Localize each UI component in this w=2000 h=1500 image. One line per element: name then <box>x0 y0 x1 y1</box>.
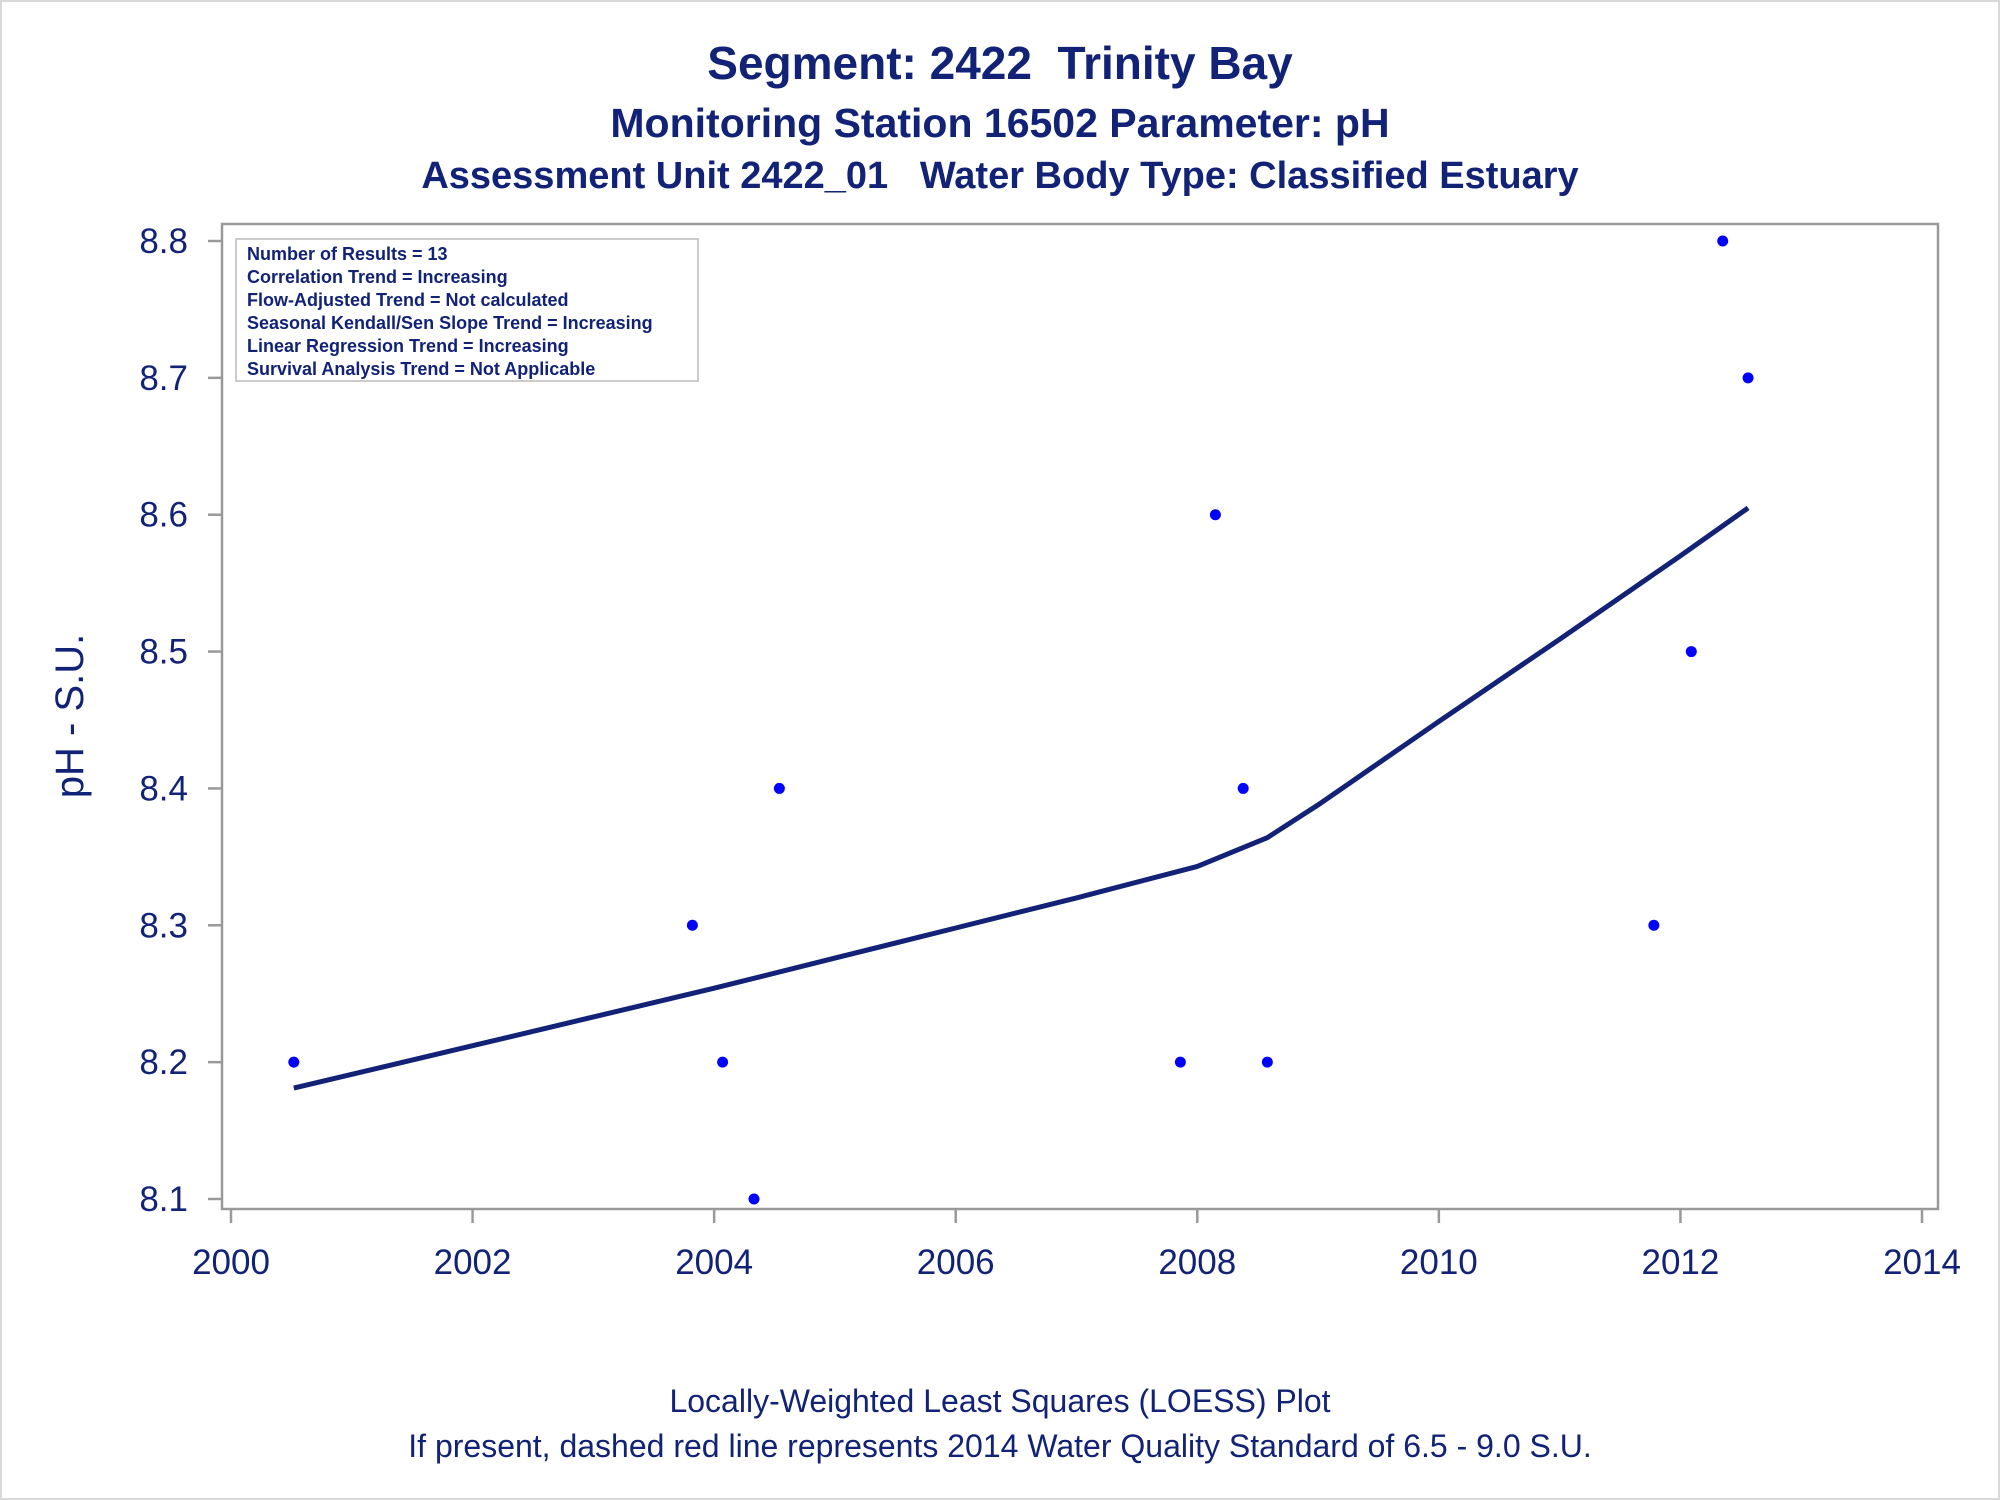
loess-line <box>293 505 1750 1091</box>
x-axis: 2000 2002 2004 2006 2008 2010 2012 2014 <box>192 1209 1961 1282</box>
y-tick-label: 8.5 <box>139 633 188 672</box>
x-tick-label: 2006 <box>917 1243 995 1282</box>
stats-box-border <box>235 238 699 382</box>
x-tick-label: 2014 <box>1883 1243 1961 1282</box>
y-tick-label: 8.4 <box>139 769 188 808</box>
data-point <box>773 782 785 794</box>
chart-subtitle: Monitoring Station 16502 Parameter: pH <box>610 100 1390 146</box>
data-point <box>1174 1056 1186 1068</box>
stat-survival-analysis-trend: Survival Analysis Trend = Not Applicable <box>247 359 595 379</box>
stat-flow-adjusted-trend: Flow-Adjusted Trend = Not calculated <box>247 290 569 310</box>
y-tick-label: 8.6 <box>139 496 188 535</box>
chart-subtitle-2: Assessment Unit 2422_01 Water Body Type:… <box>421 155 1579 197</box>
data-point <box>717 1056 729 1068</box>
data-point <box>686 919 698 931</box>
data-point <box>1209 509 1221 521</box>
x-tick-label: 2004 <box>675 1243 753 1282</box>
x-tick-label: 2012 <box>1641 1243 1719 1282</box>
y-tick-label: 8.2 <box>139 1043 188 1082</box>
y-axis: 8.1 8.2 8.3 8.4 8.5 8.6 8.7 8.8 <box>139 222 222 1219</box>
stats-box: Number of Results = 13 Correlation Trend… <box>235 238 699 382</box>
y-tick-label: 8.1 <box>139 1180 188 1219</box>
y-tick-label: 8.7 <box>139 359 188 398</box>
chart-title: Segment: 2422 Trinity Bay <box>707 37 1293 89</box>
stat-correlation-trend: Correlation Trend = Increasing <box>247 267 508 287</box>
x-tick-label: 2008 <box>1158 1243 1236 1282</box>
data-point <box>1717 235 1729 247</box>
data-point <box>1742 372 1754 384</box>
data-point <box>1648 919 1660 931</box>
data-point <box>1261 1056 1273 1068</box>
data-points <box>288 235 1754 1205</box>
x-tick-label: 2002 <box>434 1243 512 1282</box>
footnote-standard: If present, dashed red line represents 2… <box>408 1428 1592 1464</box>
stat-seasonal-kendall-trend: Seasonal Kendall/Sen Slope Trend = Incre… <box>247 313 653 333</box>
data-point <box>748 1193 760 1205</box>
stat-number-of-results: Number of Results = 13 <box>247 244 448 264</box>
data-point <box>288 1056 300 1068</box>
y-tick-label: 8.3 <box>139 906 188 945</box>
plot-area <box>220 222 1940 1211</box>
y-tick-label: 8.8 <box>139 222 188 261</box>
data-point <box>1237 782 1249 794</box>
x-tick-label: 2010 <box>1400 1243 1478 1282</box>
y-axis-label: pH - S.U. <box>48 634 92 798</box>
footnote-method: Locally-Weighted Least Squares (LOESS) P… <box>669 1383 1331 1419</box>
x-tick-label: 2000 <box>192 1243 270 1282</box>
data-point <box>1685 646 1697 658</box>
stat-linear-regression-trend: Linear Regression Trend = Increasing <box>247 336 569 356</box>
